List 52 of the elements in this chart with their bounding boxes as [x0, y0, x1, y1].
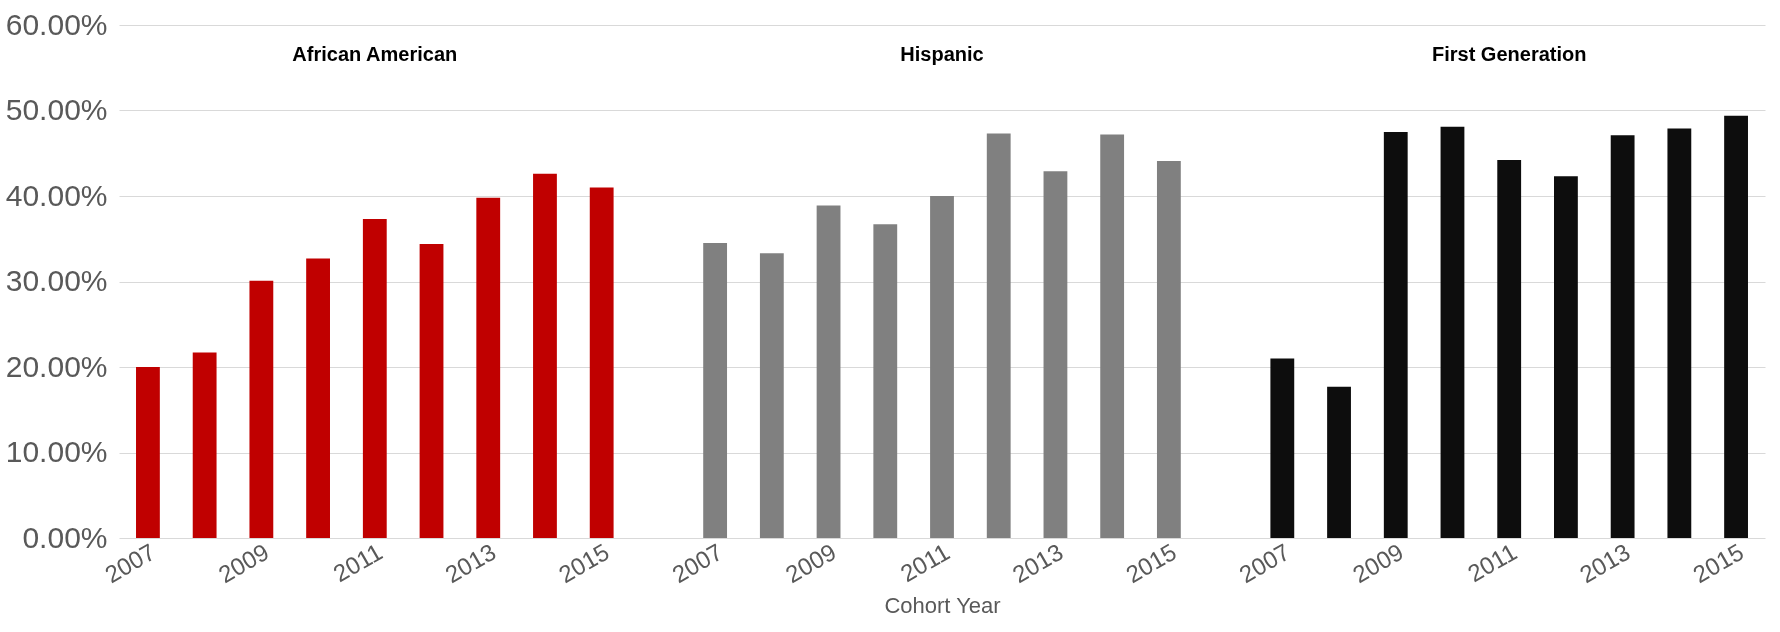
x-tick-label: 2009: [780, 537, 841, 588]
bar: [192, 352, 217, 538]
x-tick-label: 2011: [1463, 537, 1522, 588]
x-tick-label: 2007: [1234, 537, 1295, 588]
bar: [306, 258, 330, 538]
annotation: First Generation: [1431, 43, 1587, 65]
bar: [1610, 135, 1635, 538]
bar: [873, 224, 898, 538]
bar: [1554, 176, 1578, 538]
bar: [1724, 115, 1748, 538]
bar: [476, 197, 501, 538]
x-tick-label: 2013: [1574, 537, 1635, 588]
x-tick-label: 2015: [1688, 537, 1749, 588]
x-tick-label: 2013: [1007, 537, 1068, 588]
y-tick-label: 60.00%: [5, 7, 108, 41]
y-tick-label: 50.00%: [5, 93, 108, 126]
bar: [759, 253, 784, 538]
x-tick-label: 2009: [1348, 537, 1408, 588]
x-tick-label: 2015: [553, 537, 614, 588]
y-tick-label: 30.00%: [5, 264, 108, 297]
bar: [816, 205, 841, 538]
bar: [419, 243, 444, 538]
x-tick-label: 2015: [1121, 537, 1181, 588]
bar: [986, 133, 1011, 538]
bar: [136, 367, 160, 538]
bar: [1100, 134, 1125, 538]
y-tick-label: 10.00%: [5, 435, 108, 468]
annotation: Hispanic: [900, 43, 984, 65]
bar: [703, 243, 728, 538]
bar: [1156, 160, 1181, 538]
bar: [1327, 386, 1351, 538]
bar: [1043, 171, 1068, 538]
x-tick-label: 2011: [895, 537, 954, 588]
x-tick-label: 2013: [440, 537, 501, 588]
bar: [362, 219, 387, 538]
bar: [1440, 126, 1465, 538]
bar: [589, 187, 614, 538]
bar: [1667, 128, 1692, 538]
y-tick-label: 20.00%: [5, 349, 108, 383]
y-tick-label: 0.00%: [22, 520, 108, 554]
x-tick-label: 2009: [213, 537, 274, 588]
x-tick-label: 2011: [328, 537, 387, 588]
bar: [930, 196, 954, 538]
annotation: African American: [292, 43, 458, 65]
bar: [1270, 358, 1295, 538]
bar: [249, 280, 274, 538]
x-axis-title: Cohort Year: [884, 592, 1001, 618]
bar: [1497, 160, 1522, 538]
bar: [1383, 131, 1408, 538]
x-tick-label: 2007: [667, 537, 728, 588]
bar: [533, 173, 557, 538]
y-tick-label: 40.00%: [5, 178, 108, 212]
